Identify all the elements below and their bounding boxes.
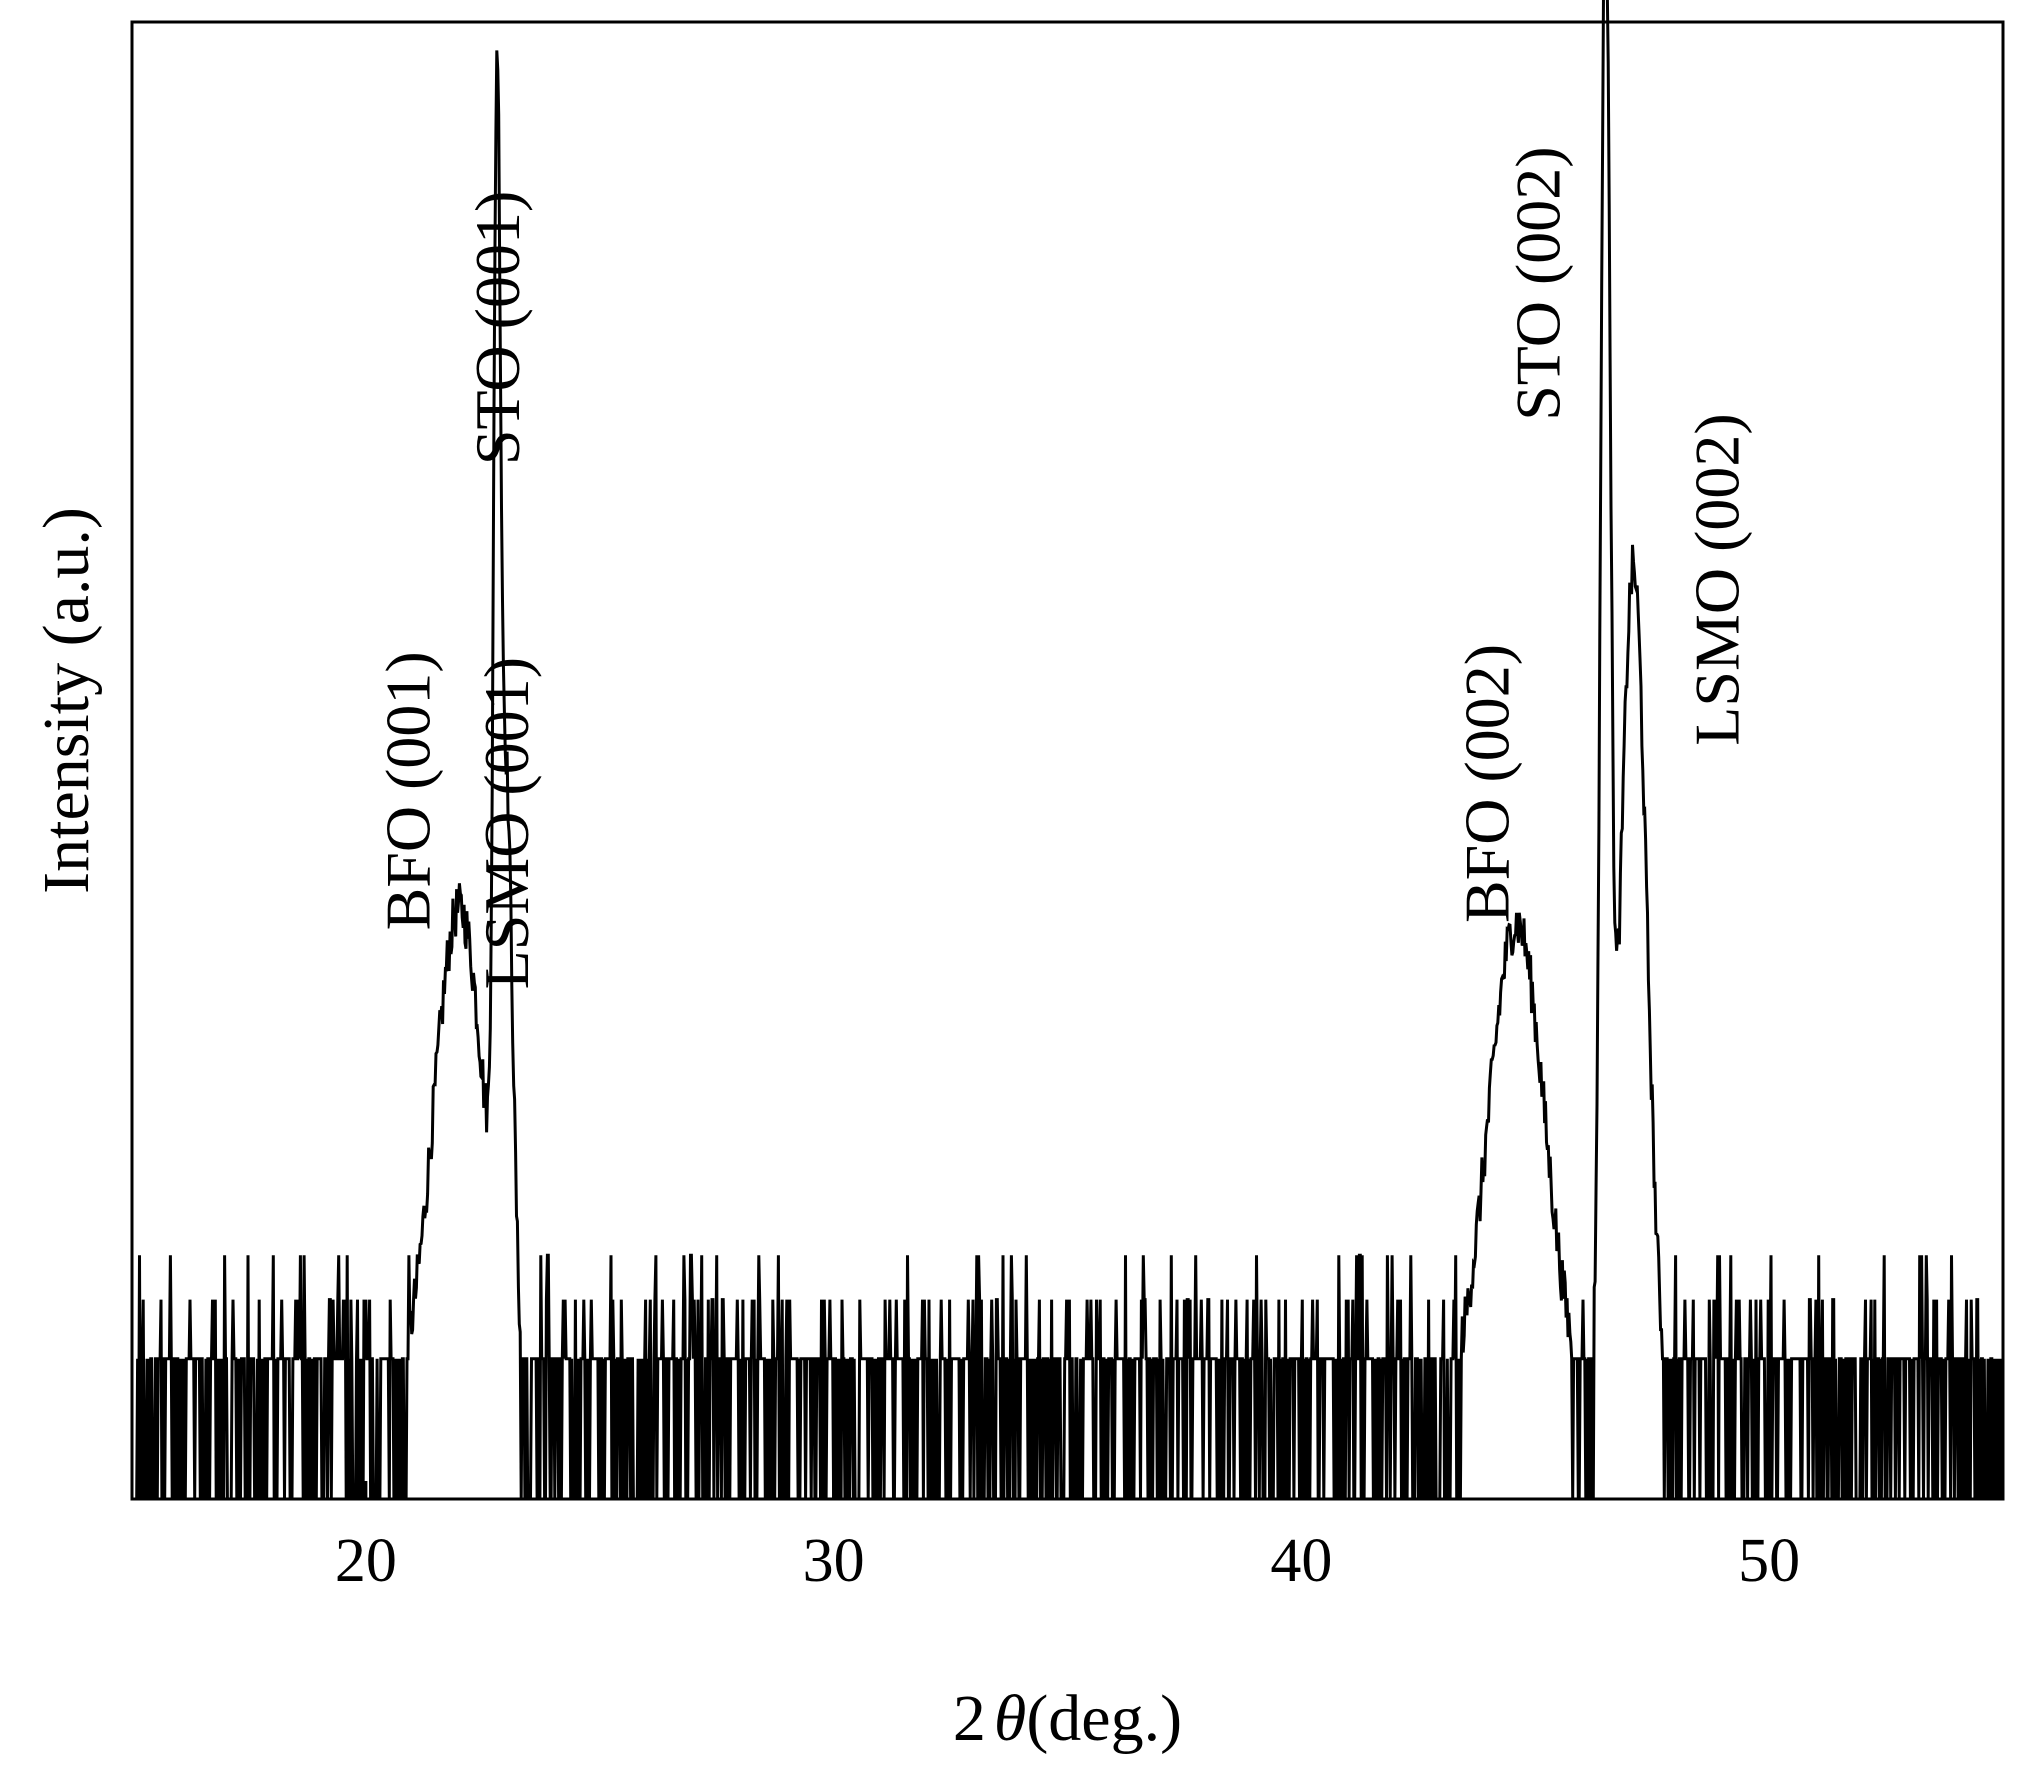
xrd-series-line <box>135 0 2003 1501</box>
peak-label: BFO (001) <box>372 651 443 930</box>
plot-frame <box>130 20 2005 1501</box>
x-axis-title: 2 θ(deg.) <box>953 1682 1182 1755</box>
peak-label: BFO (002) <box>1452 644 1523 923</box>
peak-label: LSMO (002) <box>1682 413 1753 745</box>
x-axis-title-symbol: θ <box>994 1682 1026 1755</box>
x-tick-label: 20 <box>335 1527 397 1595</box>
x-tick-label: 50 <box>1738 1527 1800 1595</box>
x-tick-label: 30 <box>803 1527 865 1595</box>
x-axis-ticks: 20 30 40 50 <box>335 1481 1800 1595</box>
x-tick-label: 40 <box>1270 1527 1332 1595</box>
y-axis-title: Intensity (a.u.) <box>30 507 103 894</box>
peak-label: STO (001) <box>462 191 533 465</box>
x-axis-title-suffix: (deg.) <box>1026 1682 1182 1755</box>
plot-area <box>135 0 2003 1501</box>
peak-labels: BFO (001) STO (001) LSMO (001) BFO (002) STO… <box>372 146 1752 989</box>
peak-label: LSMO (001) <box>471 657 542 989</box>
x-axis-title-prefix: 2 <box>953 1682 986 1755</box>
peak-label: STO (002) <box>1502 146 1573 420</box>
